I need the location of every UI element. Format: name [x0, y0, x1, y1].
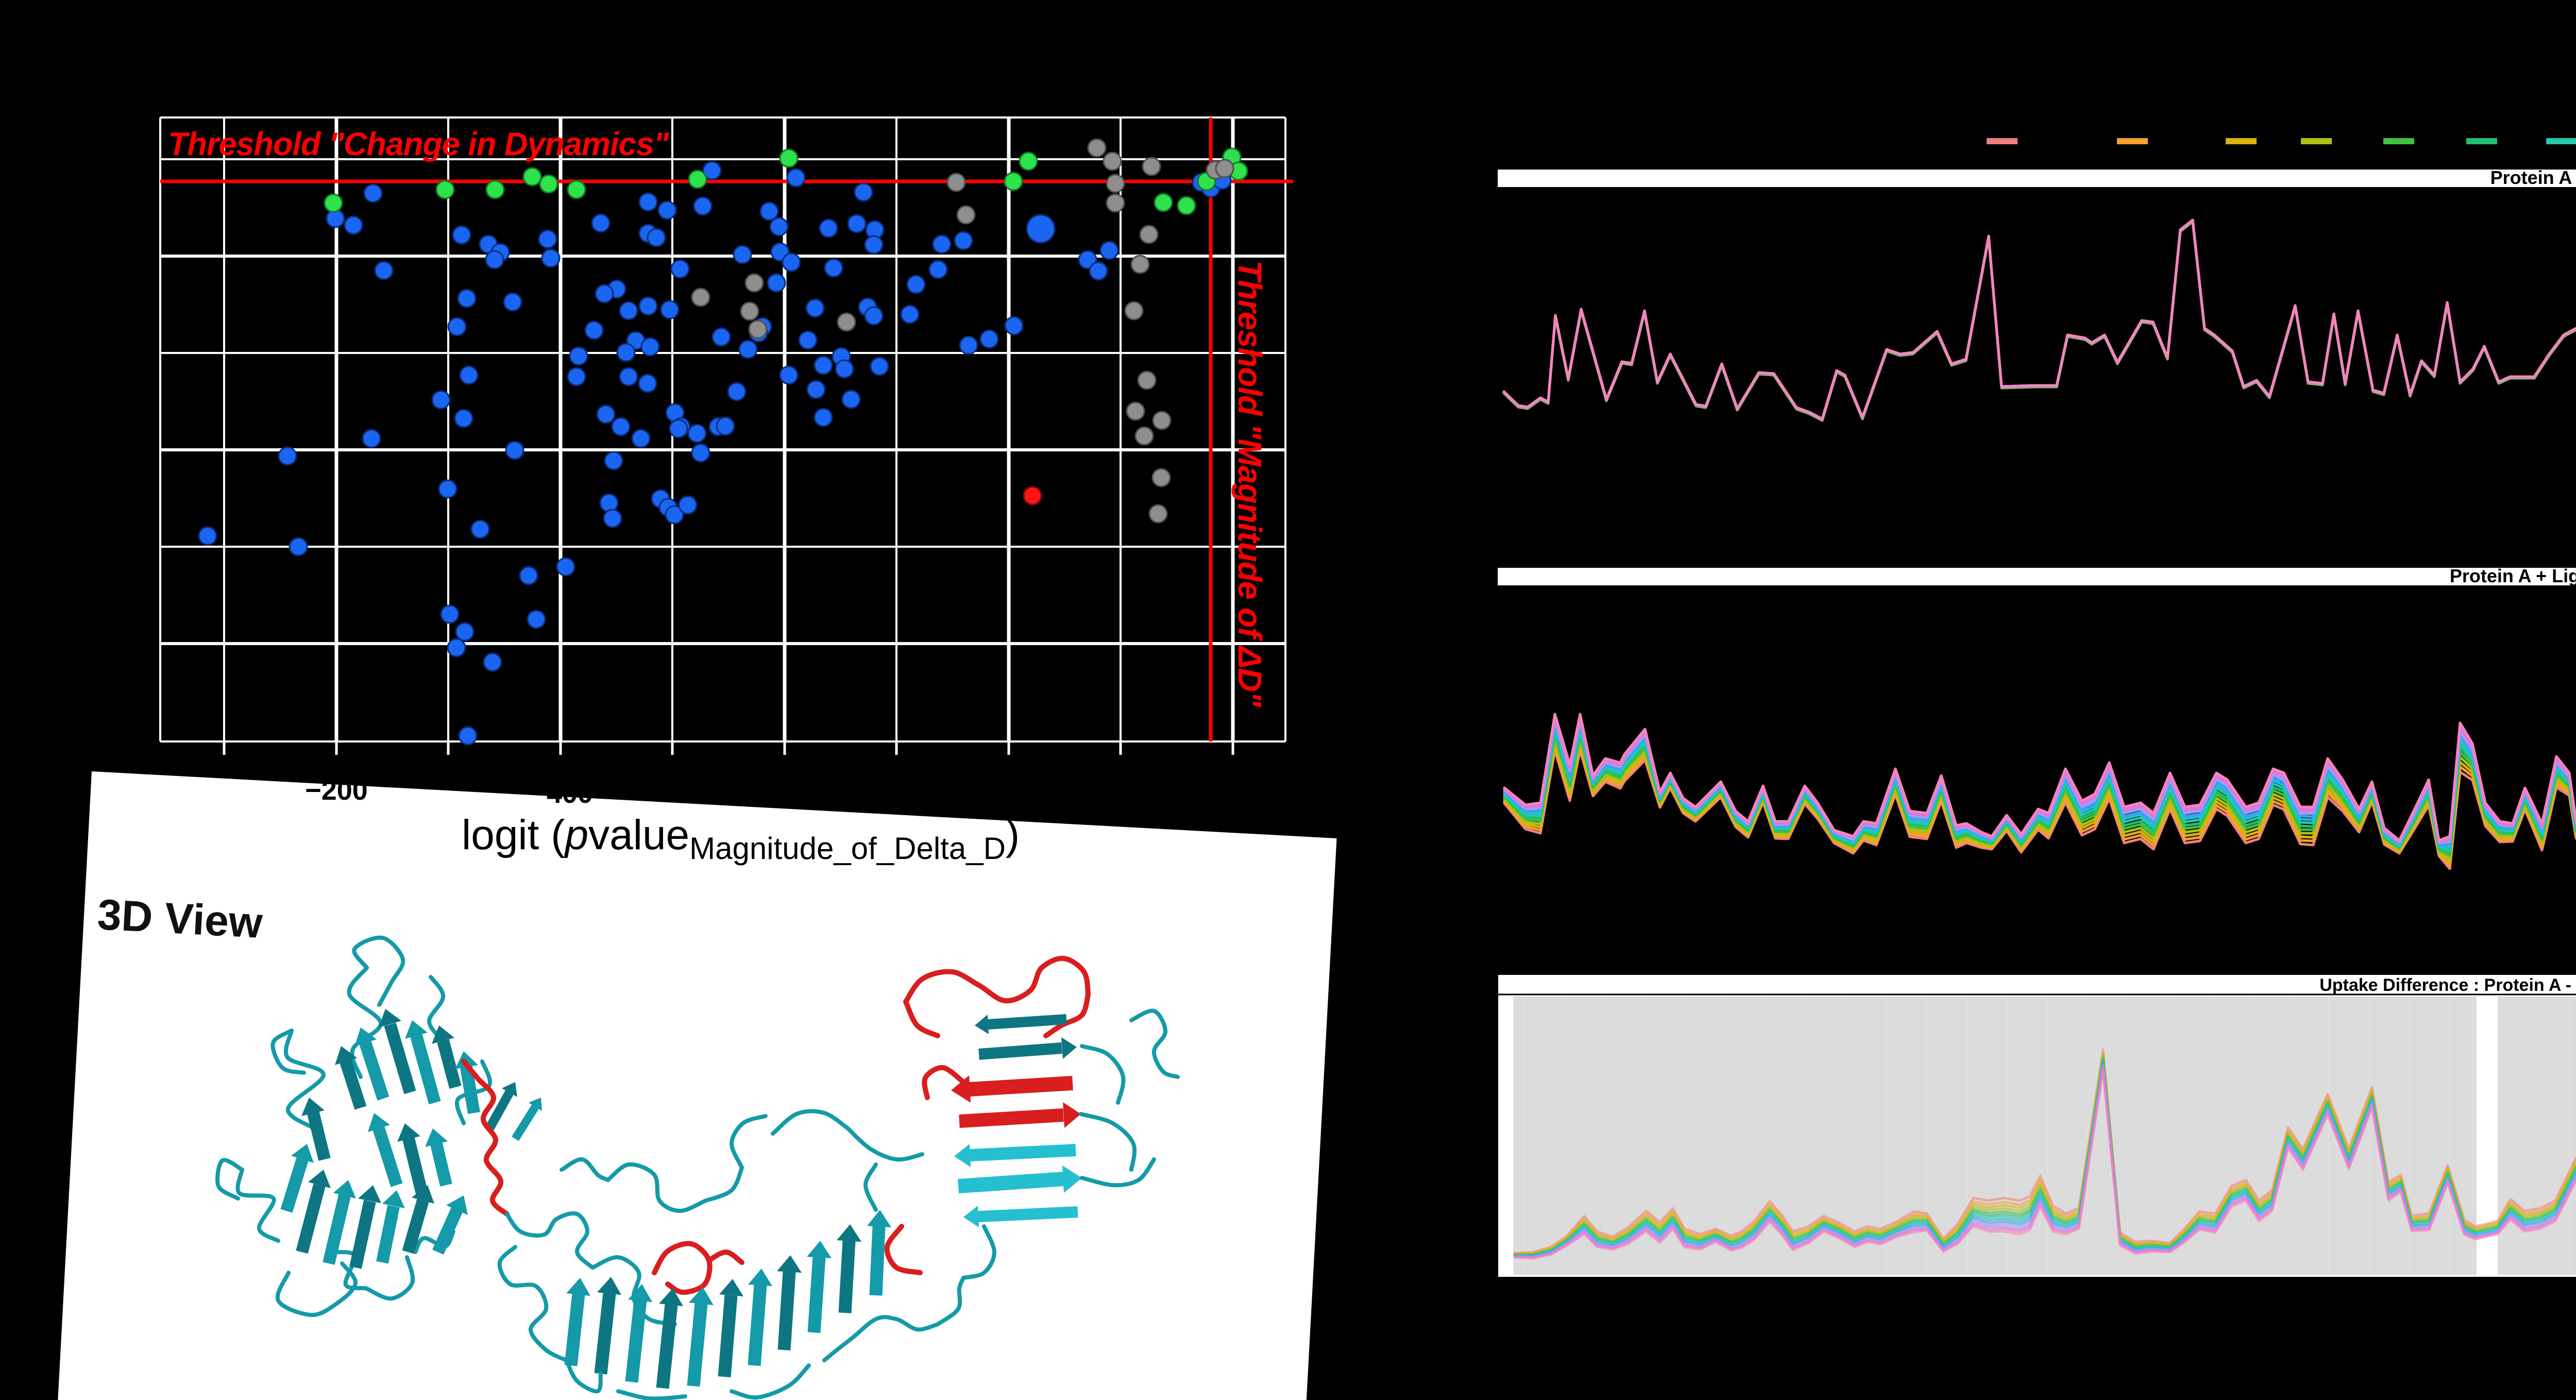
svg-text:−200: −200	[305, 775, 368, 806]
svg-text:Threshold "Magnitude of ΔD": Threshold "Magnitude of ΔD"	[1231, 260, 1268, 707]
svg-text:Protein A: Protein A	[2490, 167, 2572, 188]
svg-text:3D View: 3D View	[96, 890, 264, 947]
svg-text:Protein A + Ligand: Protein A + Ligand	[2450, 565, 2576, 586]
svg-text:400: 400	[547, 778, 593, 809]
svg-text:Uptake Difference : Protein A: Uptake Difference : Protein A - (Protein…	[2319, 975, 2576, 995]
svg-text:Threshold "Change in Dynamics": Threshold "Change in Dynamics"	[168, 126, 670, 162]
